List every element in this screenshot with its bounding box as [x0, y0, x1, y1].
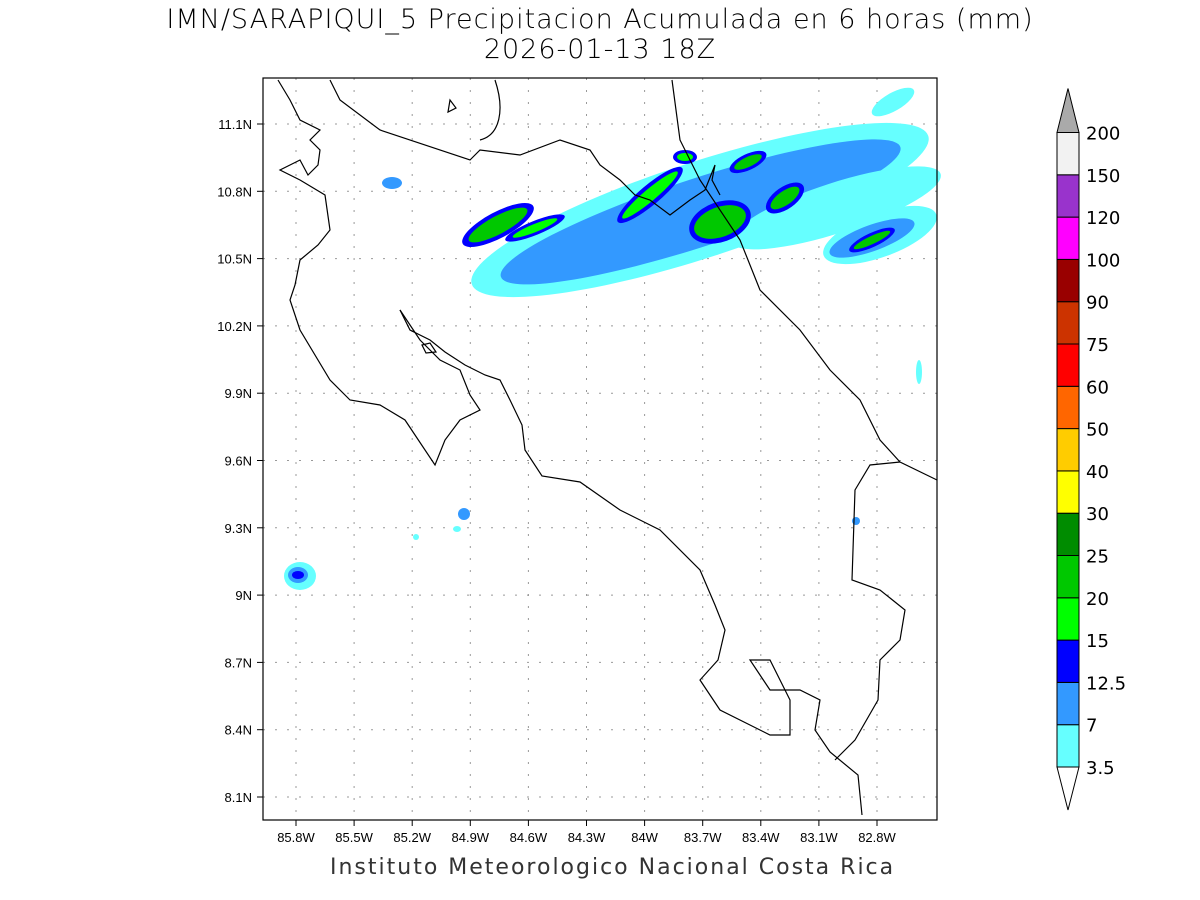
- lat-tick-label: 9.9N: [225, 386, 252, 401]
- lat-tick-label: 10.2N: [217, 319, 252, 334]
- lat-tick-label: 10.5N: [217, 252, 252, 267]
- colorbar-swatch: [1056, 428, 1080, 472]
- colorbar-label: 200: [1086, 124, 1120, 145]
- colorbar-swatch: [1056, 512, 1080, 557]
- colorbar-under-arrow: [1056, 766, 1080, 811]
- colorbar-label: 75: [1086, 335, 1109, 356]
- colorbar-swatch: [1056, 258, 1080, 303]
- lat-tick-label: 9.6N: [225, 454, 252, 469]
- lat-tick-label: 8.1N: [225, 790, 252, 805]
- colorbar-label: 3.5: [1086, 758, 1115, 779]
- lon-tick-label: 82.8W: [858, 830, 896, 845]
- colorbar-label: 30: [1086, 504, 1109, 525]
- colorbar-swatch: [1056, 216, 1080, 260]
- lat-tick-label: 10.8N: [217, 184, 252, 199]
- lon-tick-label: 84.9W: [452, 830, 490, 845]
- lon-tick-label: 83.1W: [800, 830, 838, 845]
- precipitation-field: [284, 87, 941, 590]
- lon-tick-label: 84W: [631, 830, 658, 845]
- colorbar-swatch: [1056, 681, 1080, 726]
- colorbar-swatch: [1056, 639, 1080, 683]
- colorbar-swatch: [1056, 597, 1080, 641]
- colorbar-label: 50: [1086, 420, 1109, 441]
- colorbar-swatch: [1056, 555, 1080, 599]
- colorbar-label: 20: [1086, 589, 1109, 610]
- footer-credit: Instituto Meteorologico Nacional Costa R…: [330, 855, 896, 880]
- colorbar-swatch: [1056, 343, 1080, 387]
- lon-tick-label: 85.8W: [277, 830, 315, 845]
- lat-tick-label: 9.3N: [225, 521, 252, 536]
- plot-frame: [262, 77, 938, 821]
- map-title: IMN/SARAPIQUI_5 Precipitacion Acumulada …: [166, 4, 1034, 35]
- colorbar-label: 120: [1086, 208, 1120, 229]
- colorbar-over-arrow: [1056, 88, 1080, 133]
- colorbar-label: 100: [1086, 250, 1120, 271]
- colorbar-swatch: [1056, 470, 1080, 514]
- colorbar-label: 90: [1086, 293, 1109, 314]
- lon-tick-label: 85.2W: [393, 830, 431, 845]
- colorbar-label: 12.5: [1086, 673, 1126, 694]
- lon-tick-label: 83.4W: [742, 830, 780, 845]
- lon-tick-label: 85.5W: [335, 830, 373, 845]
- colorbar-swatch: [1056, 132, 1080, 176]
- lat-tick-label: 11.1N: [218, 117, 252, 132]
- colorbar-swatch: [1056, 385, 1080, 430]
- lat-tick-label: 8.7N: [225, 655, 252, 670]
- colorbar-swatch: [1056, 301, 1080, 345]
- colorbar-label: 40: [1086, 462, 1109, 483]
- colorbar-swatch: [1056, 724, 1080, 768]
- map-datetime: 2026-01-13 18Z: [483, 34, 717, 65]
- colorbar-label: 15: [1086, 631, 1109, 652]
- lon-tick-label: 83.7W: [684, 830, 722, 845]
- coastlines-and-borders: [277, 79, 938, 816]
- lon-tick-label: 84.3W: [568, 830, 606, 845]
- colorbar-label: 7: [1086, 716, 1097, 737]
- colorbar-label: 150: [1086, 166, 1120, 187]
- colorbar-label: 25: [1086, 547, 1109, 568]
- lat-tick-label: 9N: [235, 588, 252, 603]
- longitude-axis: 85.8W 85.5W 85.2W 84.9W 84.6W 84.3W 84W 83.7W 83…: [277, 820, 897, 845]
- colorbar-label: 60: [1086, 377, 1109, 398]
- colorbar-legend: 3.5 7 12.5 15 20 25 30 40 50 60 75 90 100 120 150 200: [1056, 88, 1126, 811]
- lon-tick-label: 84.6W: [510, 830, 548, 845]
- colorbar-swatch: [1056, 174, 1080, 218]
- latitude-axis: 11.1N 10.8N 10.5N 10.2N 9.9N 9.6N 9.3N 9N 8.7N 8.…: [217, 117, 263, 805]
- lat-tick-label: 8.4N: [225, 723, 252, 738]
